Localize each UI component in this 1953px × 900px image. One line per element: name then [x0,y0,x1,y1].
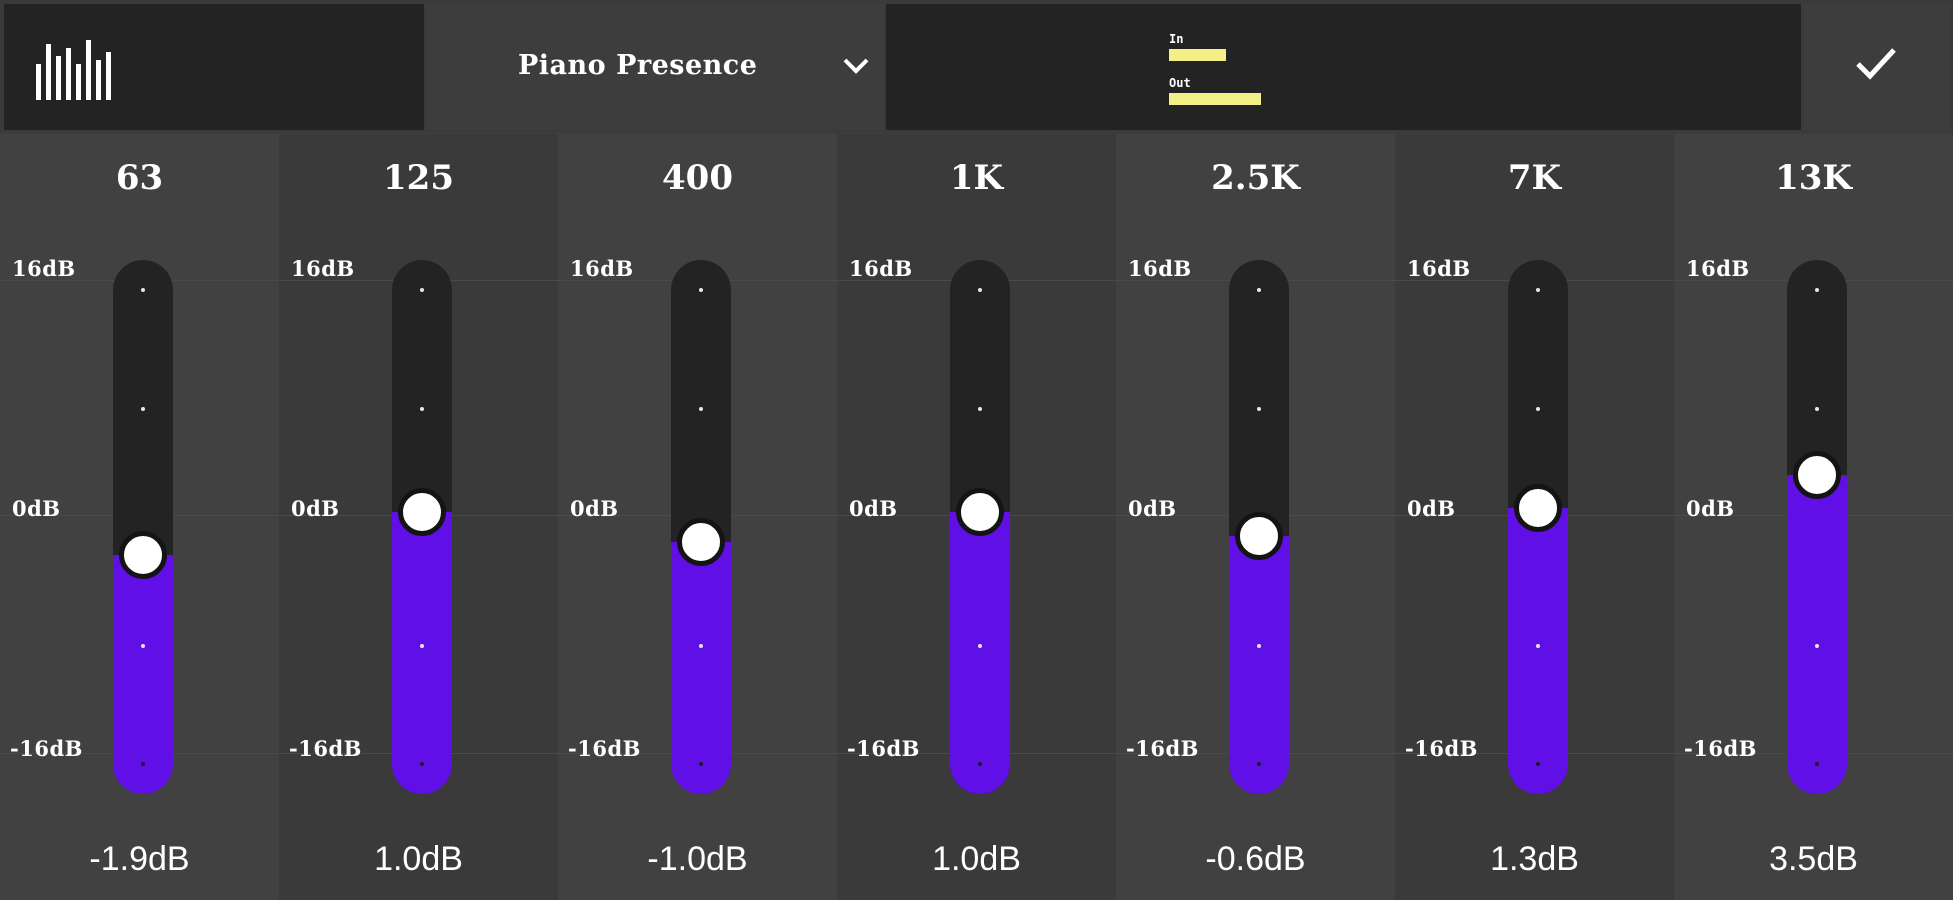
scale-tick-dot [420,288,424,292]
scale-max-label: 16dB [1128,256,1192,281]
eq-band: 13K 16dB 0dB -16dB 3.5dB [1674,134,1953,900]
scale-min-label: -16dB [1684,736,1757,761]
scale-tick-dot [1536,643,1540,648]
preset-name: Piano Presence [518,50,758,81]
scale-zero-label: 0dB [849,496,898,521]
scale-max-label: 16dB [291,256,355,281]
equalizer-bars-icon [36,40,111,100]
scale-tick-dot [141,406,145,411]
scale-tick-dot [978,406,982,411]
band-frequency-label: 400 [662,158,733,198]
scale-tick-dot [420,643,424,648]
meter-out-label: Out [1169,76,1191,90]
gain-slider-knob[interactable] [956,488,1004,537]
chevron-down-icon[interactable] [842,56,870,76]
band-gain-value: -1.9dB [89,840,190,878]
top-bar: Piano Presence In Out [0,0,1953,132]
scale-tick-dot [1815,762,1819,766]
scale-tick-dot [1257,643,1261,648]
scale-zero-label: 0dB [1128,496,1177,521]
scale-tick-dot [699,406,703,411]
scale-tick-dot [699,643,703,648]
gain-slider-fill [1787,475,1847,794]
gain-slider-knob[interactable] [677,517,725,566]
scale-tick-dot [141,762,145,766]
gain-slider-track[interactable] [1787,260,1847,794]
gain-slider-fill [950,512,1010,794]
band-gain-value: -1.0dB [647,840,748,878]
gain-slider-fill [113,555,173,794]
scale-tick-dot [141,288,145,292]
scale-min-label: -16dB [568,736,641,761]
scale-min-label: -16dB [1405,736,1478,761]
gain-slider-track[interactable] [113,260,173,794]
scale-zero-label: 0dB [1407,496,1456,521]
meter-out-bar [1169,93,1261,105]
band-frequency-label: 7K [1507,158,1562,198]
scale-tick-dot [699,288,703,292]
scale-tick-dot [978,762,982,766]
eq-band: 63 16dB 0dB -16dB -1.9dB [0,134,279,900]
gain-slider-knob[interactable] [1514,483,1562,532]
scale-tick-dot [699,762,703,766]
scale-tick-dot [978,288,982,292]
gain-slider-fill [671,541,731,794]
scale-min-label: -16dB [289,736,362,761]
band-frequency-label: 13K [1775,158,1852,198]
eq-band: 2.5K 16dB 0dB -16dB -0.6dB [1116,134,1395,900]
band-gain-value: -0.6dB [1205,840,1306,878]
gain-slider-knob[interactable] [1235,511,1283,560]
gain-slider-fill [392,512,452,794]
band-frequency-label: 63 [115,158,164,198]
scale-tick-dot [1815,406,1819,411]
scale-tick-dot [141,643,145,648]
scale-min-label: -16dB [10,736,83,761]
preset-selector[interactable]: Piano Presence [426,4,884,130]
scale-zero-label: 0dB [12,496,61,521]
eq-band: 125 16dB 0dB -16dB 1.0dB [279,134,558,900]
band-gain-value: 1.0dB [932,840,1021,878]
scale-tick-dot [420,762,424,766]
scale-zero-label: 0dB [1686,496,1735,521]
scale-tick-dot [1815,643,1819,648]
meter-in-label: In [1169,32,1184,46]
scale-tick-dot [1815,288,1819,292]
band-frequency-label: 1K [949,158,1004,198]
scale-tick-dot [978,643,982,648]
scale-tick-dot [1536,762,1540,766]
scale-tick-dot [1257,406,1261,411]
gain-slider-knob[interactable] [119,531,167,580]
gain-slider-knob[interactable] [1793,451,1841,500]
band-gain-value: 3.5dB [1769,840,1858,878]
scale-min-label: -16dB [1126,736,1199,761]
gain-slider-fill [1508,507,1568,794]
band-gain-value: 1.3dB [1490,840,1579,878]
scale-max-label: 16dB [570,256,634,281]
scale-max-label: 16dB [1686,256,1750,281]
gain-slider-fill [1229,535,1289,794]
eq-band: 1K 16dB 0dB -16dB 1.0dB [837,134,1116,900]
scale-tick-dot [1257,762,1261,766]
scale-zero-label: 0dB [291,496,340,521]
gain-slider-knob[interactable] [398,488,446,537]
equalizer-logo [4,4,424,130]
band-frequency-label: 125 [383,158,454,198]
scale-tick-dot [420,406,424,411]
scale-min-label: -16dB [847,736,920,761]
level-meter: In Out [886,4,1801,130]
scale-max-label: 16dB [12,256,76,281]
eq-band: 7K 16dB 0dB -16dB 1.3dB [1395,134,1674,900]
scale-tick-dot [1536,288,1540,292]
meter-in-bar [1169,49,1226,61]
eq-band: 400 16dB 0dB -16dB -1.0dB [558,134,837,900]
band-frequency-label: 2.5K [1211,158,1300,198]
scale-max-label: 16dB [849,256,913,281]
confirm-button[interactable] [1803,4,1950,130]
scale-max-label: 16dB [1407,256,1471,281]
scale-tick-dot [1257,288,1261,292]
scale-tick-dot [1536,406,1540,411]
band-gain-value: 1.0dB [374,840,463,878]
checkmark-icon [1856,48,1896,80]
scale-zero-label: 0dB [570,496,619,521]
